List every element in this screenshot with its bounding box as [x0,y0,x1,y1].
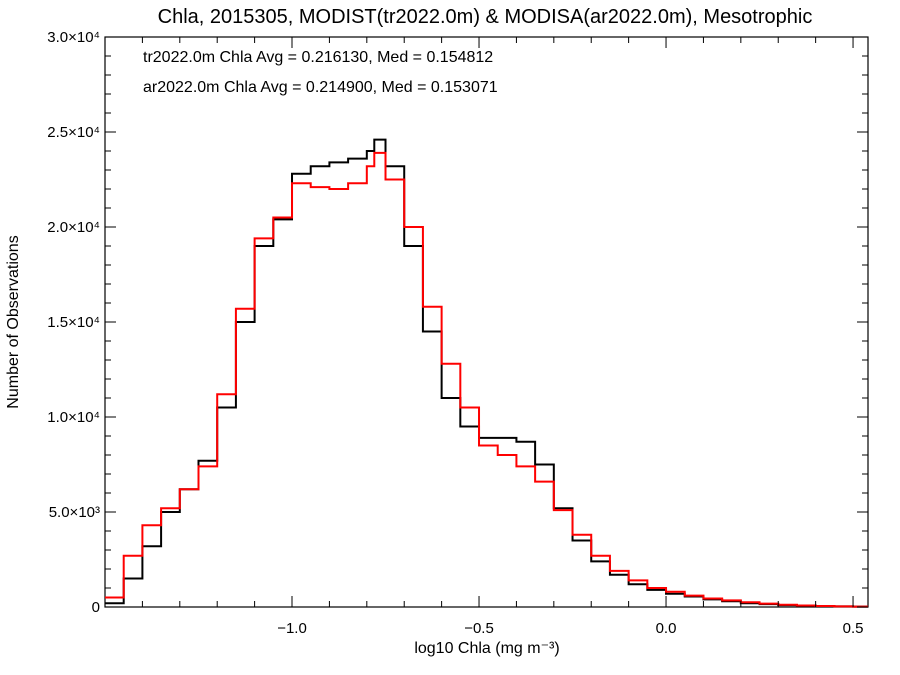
annotation-tr: tr2022.0m Chla Avg = 0.216130, Med = 0.1… [143,49,493,66]
y-tick-label: 5.0×10³ [49,504,100,521]
y-axis-label: Number of Observations [5,235,22,408]
series-layer [105,138,868,608]
series-line-1 [105,151,868,608]
chart-title: Chla, 2015305, MODIST(tr2022.0m) & MODIS… [158,6,813,28]
y-tick-label: 1.5×10⁴ [47,314,100,331]
y-tick-label: 2.0×10⁴ [47,219,100,236]
x-tick-label: −1.0 [277,620,307,637]
y-tick-label: 2.5×10⁴ [47,124,100,141]
x-axis-label: log10 Chla (mg m⁻³) [414,640,559,657]
annotation-ar: ar2022.0m Chla Avg = 0.214900, Med = 0.1… [143,79,498,96]
y-tick-label: 1.0×10⁴ [47,409,100,426]
plot-frame [104,36,869,608]
y-tick-label: 0 [92,599,100,616]
ticks-layer: −1.0 −0.5 0.0 0.5 0 5.0×10³ 1.0×10⁴ 1.5×10⁴ 2.0×… [47,29,868,637]
x-tick-label: 0.5 [843,620,864,637]
x-tick-label: 0.0 [656,620,677,637]
series-line-0 [105,138,868,608]
y-tick-label: 3.0×10⁴ [47,29,100,46]
x-tick-label: −0.5 [464,620,494,637]
